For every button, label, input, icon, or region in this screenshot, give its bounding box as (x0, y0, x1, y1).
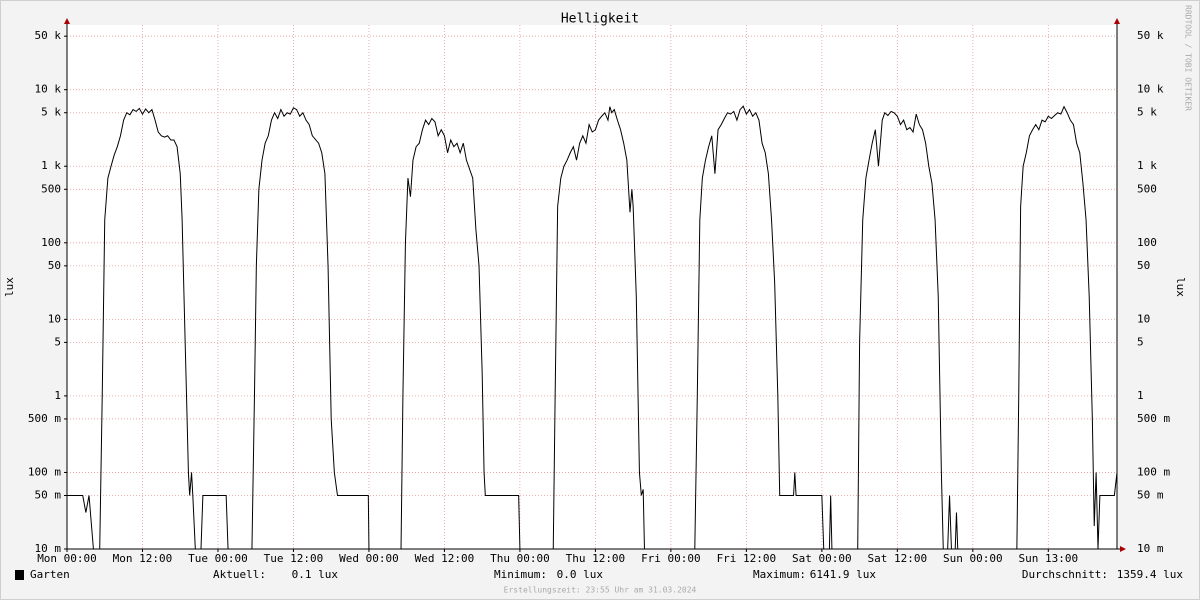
stat-label: Aktuell: (213, 568, 266, 581)
y-tick-label-right: 500 m (1137, 412, 1170, 425)
y-tick-label-right: 10 k (1137, 83, 1164, 96)
y-tick-label: 10 m (35, 542, 62, 555)
y-axis-label-right: lux (1174, 277, 1187, 297)
x-tick-label: Sun 13:00 (1019, 552, 1079, 565)
y-tick-label-right: 5 (1137, 335, 1144, 348)
x-tick-label: Fri 00:00 (641, 552, 701, 565)
y-tick-label-right: 1 (1137, 389, 1144, 402)
line-series (67, 105, 1118, 550)
y-tick-label: 50 m (35, 488, 62, 501)
x-tick-label: Fri 12:00 (717, 552, 777, 565)
footer: Erstellungszeit: 23:55 Uhr am 31.03.2024 (504, 586, 697, 595)
stat-label: Maximum: (753, 568, 806, 581)
y-tick-label: 10 k (35, 83, 62, 96)
y-tick-label-right: 5 k (1137, 106, 1157, 119)
x-tick-label: Thu 12:00 (566, 552, 626, 565)
plot-area (67, 25, 1117, 549)
y-axis-label: lux (3, 277, 16, 297)
y-tick-label: 500 m (28, 412, 61, 425)
x-tick-label: Thu 00:00 (490, 552, 550, 565)
y-tick-label: 500 (41, 182, 61, 195)
y-tick-label-right: 500 (1137, 182, 1157, 195)
x-tick-label: Mon 12:00 (113, 552, 173, 565)
x-tick-label: Wed 00:00 (339, 552, 399, 565)
axis-arrow (1120, 546, 1126, 552)
x-tick-label: Sat 00:00 (792, 552, 852, 565)
x-tick-label: Tue 00:00 (188, 552, 248, 565)
x-tick-label: Wed 12:00 (415, 552, 475, 565)
y-tick-label: 50 k (35, 29, 62, 42)
stat-value: 6141.9 lux (810, 568, 877, 581)
y-tick-label: 100 m (28, 465, 61, 478)
y-tick-label-right: 50 m (1137, 488, 1164, 501)
stat-value: 0.0 lux (557, 568, 604, 581)
axis-arrow (64, 18, 70, 24)
y-tick-label-right: 100 (1137, 236, 1157, 249)
y-tick-label-right: 50 (1137, 259, 1150, 272)
y-tick-label: 1 k (41, 159, 61, 172)
y-tick-label: 1 (54, 389, 61, 402)
y-tick-label: 100 (41, 236, 61, 249)
grid: 10 m 10 m 50 m 50 m 100 m 100 m 500 m 500 m 1 1 5 5… (28, 25, 1170, 565)
y-tick-label-right: 50 k (1137, 29, 1164, 42)
y-tick-label: 10 (48, 312, 61, 325)
y-tick-label: 5 (54, 335, 61, 348)
y-tick-label-right: 10 m (1137, 542, 1164, 555)
stat-value: 1359.4 lux (1117, 568, 1184, 581)
legend-label: Garten (30, 568, 70, 581)
y-tick-label-right: 100 m (1137, 465, 1170, 478)
stat-value: 0.1 lux (292, 568, 339, 581)
axis-arrow (1114, 18, 1120, 24)
marks (67, 105, 1118, 550)
watermark: RRDTOOL / TOBI OETIKER (1184, 5, 1193, 111)
y-tick-label-right: 1 k (1137, 159, 1157, 172)
stat-label: Minimum: (494, 568, 547, 581)
chart-title: Helligkeit (561, 12, 639, 27)
stats: Aktuell: 0.1 lux Minimum: 0.0 lux Maximum: 61… (213, 568, 1183, 581)
x-tick-label: Mon 00:00 (37, 552, 97, 565)
y-tick-label: 5 k (41, 106, 61, 119)
y-tick-label-right: 10 (1137, 312, 1150, 325)
x-tick-label: Sun 00:00 (943, 552, 1003, 565)
legend-swatch (15, 570, 24, 580)
x-tick-label: Sat 12:00 (868, 552, 928, 565)
x-tick-label: Tue 12:00 (264, 552, 324, 565)
y-tick-label: 50 (48, 259, 61, 272)
stat-label: Durchschnitt: (1022, 568, 1108, 581)
